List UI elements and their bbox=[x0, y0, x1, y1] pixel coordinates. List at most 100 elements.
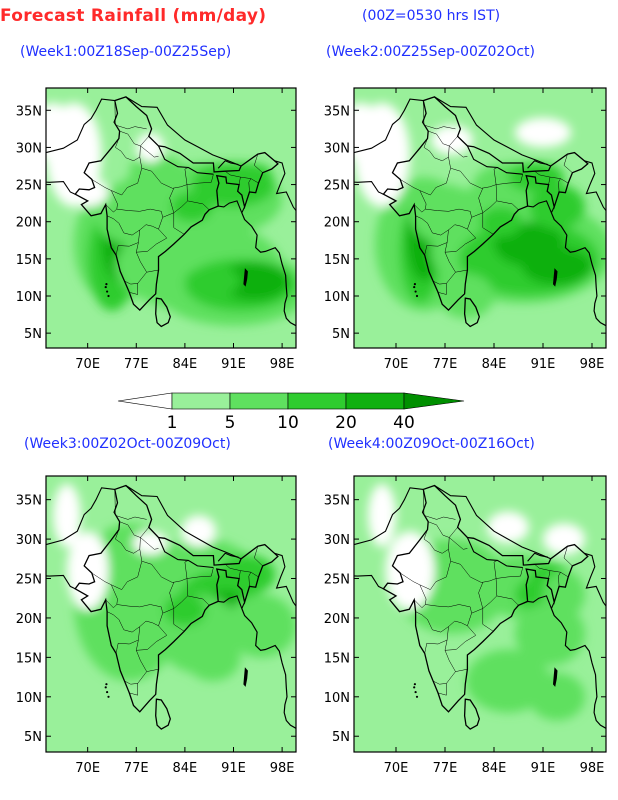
coastline bbox=[550, 608, 606, 729]
state-border bbox=[419, 584, 472, 614]
y-tick-label: 15N bbox=[16, 651, 42, 666]
border-line bbox=[527, 200, 552, 214]
rain-area bbox=[223, 163, 272, 183]
panel-title-week4: (Week4:00Z09Oct-00Z16Oct) bbox=[328, 436, 535, 452]
state-border bbox=[400, 157, 451, 196]
border-line bbox=[466, 537, 523, 569]
x-tick-label: 84E bbox=[482, 761, 507, 776]
dry-area bbox=[543, 523, 585, 555]
y-tick-label: 10N bbox=[324, 290, 350, 305]
state-border bbox=[106, 215, 159, 236]
rain-area bbox=[543, 570, 585, 618]
y-tick-label: 35N bbox=[16, 494, 42, 509]
y-tick-label: 25N bbox=[324, 573, 350, 588]
border-line bbox=[584, 552, 606, 607]
legend-arrow-low bbox=[117, 392, 173, 410]
border-line bbox=[217, 552, 239, 562]
border-line bbox=[46, 181, 76, 195]
map-panel-week2: 70E 77E 84E 91E 98E 35N 30N 25N 20N 15N 10N 5N bbox=[324, 87, 607, 372]
y-tick-label: 25N bbox=[324, 179, 350, 194]
map-panel-week1: 70E 77E 84E 91E 98E 35N 30N 25N 20N 15N 10N 5N bbox=[16, 87, 297, 372]
border-line bbox=[125, 485, 242, 560]
state-border bbox=[184, 167, 189, 185]
state-border bbox=[467, 582, 484, 636]
island bbox=[415, 695, 419, 698]
panel-title-week3: (Week3:00Z02Oct-00Z09Oct) bbox=[24, 436, 231, 452]
state-border bbox=[115, 529, 141, 554]
state-border bbox=[129, 683, 138, 696]
state-border bbox=[400, 549, 451, 590]
y-tick-label: 35N bbox=[324, 494, 350, 509]
island bbox=[414, 290, 417, 293]
state-border bbox=[105, 204, 117, 213]
state-border bbox=[136, 237, 167, 253]
border-line bbox=[527, 552, 549, 562]
island bbox=[415, 294, 419, 298]
x-tick-label: 91E bbox=[531, 357, 556, 372]
dry-area bbox=[354, 102, 382, 163]
state-border bbox=[91, 549, 143, 590]
rain-area bbox=[171, 192, 213, 222]
dry-area bbox=[368, 483, 396, 547]
state-border bbox=[254, 546, 263, 567]
legend-swatch-2 bbox=[287, 392, 347, 410]
state-border bbox=[136, 635, 167, 651]
state-border bbox=[423, 489, 456, 520]
y-tick-label: 10N bbox=[324, 691, 350, 706]
x-tick-label: 77E bbox=[433, 357, 458, 372]
state-border bbox=[493, 560, 498, 579]
island bbox=[106, 690, 109, 694]
state-border bbox=[238, 177, 241, 185]
y-tick-label: 15N bbox=[16, 253, 42, 268]
x-tick-label: 84E bbox=[482, 357, 507, 372]
state-border bbox=[111, 190, 163, 218]
map-panel-week4: 70E 77E 84E 91E 98E 35N 30N 25N 20N 15N 10N 5N bbox=[324, 475, 607, 776]
x-tick-label: 84E bbox=[173, 761, 198, 776]
border-line bbox=[550, 601, 555, 609]
x-tick-label: 70E bbox=[384, 761, 409, 776]
border-line bbox=[157, 537, 214, 569]
state-border bbox=[467, 188, 484, 239]
state-border bbox=[124, 671, 147, 685]
dry-area bbox=[46, 102, 74, 163]
page-title: Forecast Rainfall (mm/day) bbox=[0, 6, 267, 26]
state-border bbox=[496, 174, 523, 185]
coastline bbox=[241, 608, 296, 729]
plot-frame bbox=[353, 475, 607, 753]
panel-title-week1: (Week1:00Z18Sep-00Z25Sep) bbox=[20, 44, 232, 60]
border-line bbox=[527, 595, 552, 609]
state-border bbox=[419, 190, 472, 218]
rain-area bbox=[184, 266, 241, 296]
state-border bbox=[115, 626, 141, 654]
map-panel-week3: 70E 77E 84E 91E 98E 35N 30N 25N 20N 15N 10N 5N bbox=[16, 475, 297, 776]
x-tick-label: 70E bbox=[75, 357, 100, 372]
rain-area bbox=[164, 594, 206, 626]
state-border bbox=[428, 130, 458, 147]
x-tick-label: 70E bbox=[384, 357, 409, 372]
rain-area bbox=[515, 602, 585, 666]
state-border bbox=[444, 635, 476, 651]
state-border bbox=[415, 215, 468, 236]
plot-frame bbox=[353, 87, 607, 349]
island bbox=[552, 667, 558, 687]
border-line bbox=[46, 487, 115, 546]
dry-area bbox=[487, 511, 529, 544]
plot-frame bbox=[45, 87, 297, 349]
legend-label: 20 bbox=[335, 413, 357, 433]
country-outline bbox=[155, 698, 171, 730]
state-border bbox=[415, 611, 468, 633]
time-note: (00Z=0530 hrs IST) bbox=[362, 8, 501, 24]
island bbox=[243, 667, 248, 687]
rain-area bbox=[508, 162, 564, 192]
state-border bbox=[136, 242, 159, 273]
country-outline bbox=[382, 484, 589, 713]
rain-area bbox=[529, 673, 585, 721]
legend-label: 1 bbox=[167, 413, 178, 433]
x-tick-label: 91E bbox=[221, 761, 246, 776]
state-border bbox=[493, 167, 498, 185]
legend-arrow-high bbox=[403, 392, 465, 410]
state-border bbox=[563, 154, 573, 173]
island bbox=[104, 285, 107, 289]
border-line bbox=[434, 96, 551, 167]
x-tick-label: 77E bbox=[124, 761, 149, 776]
